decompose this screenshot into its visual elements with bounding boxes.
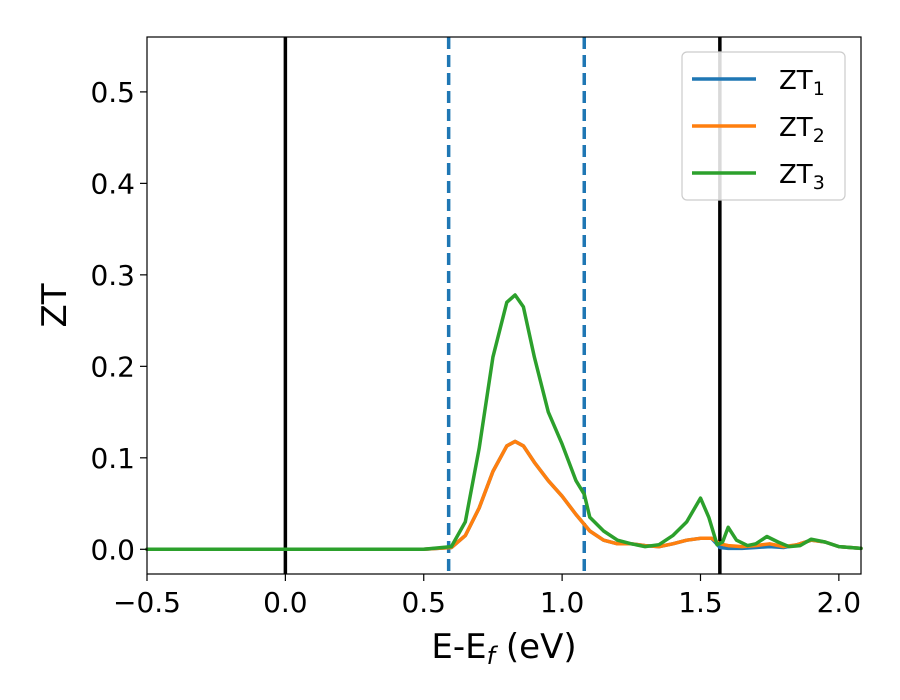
series-lines bbox=[145, 293, 863, 552]
y-tick-label: 0.0 bbox=[90, 533, 135, 566]
series-line-2 bbox=[145, 439, 863, 552]
x-tick-label: 0.0 bbox=[263, 586, 308, 619]
legend-label-2: ZT2 bbox=[779, 113, 825, 147]
legend: ZT1 ZT2 ZT3 bbox=[681, 51, 846, 201]
y-tick-label: 0.2 bbox=[90, 350, 135, 383]
x-axis: −0.5 0.0 0.5 1.0 1.5 2.0 bbox=[113, 574, 861, 619]
reference-lines bbox=[283, 37, 722, 574]
x-tick-label: 1.5 bbox=[678, 586, 723, 619]
x-axis-title: E-Ef (eV) bbox=[431, 627, 576, 670]
y-tick-label: 0.1 bbox=[90, 442, 135, 475]
y-tick-label: 0.3 bbox=[90, 259, 135, 292]
y-axis-title: ZT bbox=[35, 283, 75, 327]
legend-label-3: ZT3 bbox=[779, 160, 825, 194]
x-tick-label: 2.0 bbox=[817, 586, 862, 619]
x-tick-label: 1.0 bbox=[540, 586, 585, 619]
series-line-1 bbox=[145, 439, 863, 552]
plot-frame bbox=[146, 36, 862, 575]
legend-box bbox=[681, 51, 846, 201]
legend-label-1: ZT1 bbox=[779, 66, 825, 100]
y-axis: 0.0 0.1 0.2 0.3 0.4 0.5 bbox=[90, 76, 147, 566]
y-tick-label: 0.4 bbox=[90, 167, 135, 200]
x-tick-label: 0.5 bbox=[401, 586, 446, 619]
x-tick-label: −0.5 bbox=[113, 586, 181, 619]
series-line-3 bbox=[145, 293, 863, 552]
y-tick-label: 0.5 bbox=[90, 76, 135, 109]
